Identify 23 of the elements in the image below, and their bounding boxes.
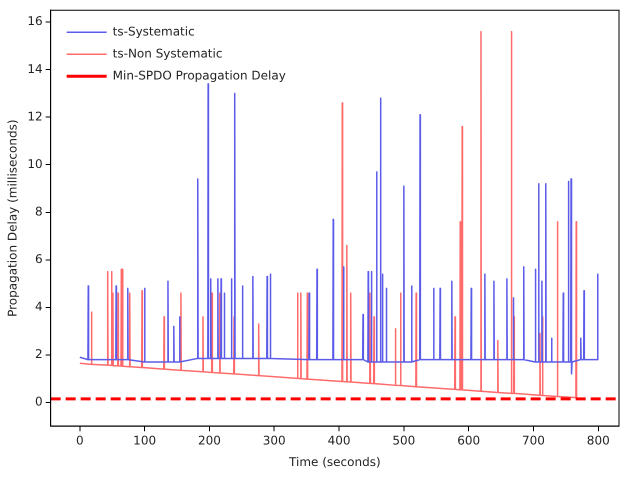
y-tick-label: 8 [35,204,43,218]
legend-label: Min-SPDO Propagation Delay [112,68,286,82]
x-axis-title: Time (seconds) [288,454,381,469]
x-tick-label: 800 [586,434,610,448]
x-tick-label: 500 [392,434,416,448]
y-tick-label: 16 [27,14,43,28]
y-tick-label: 6 [35,252,43,266]
x-tick-label: 300 [262,434,286,448]
y-tick-label: 10 [27,156,43,171]
x-tick-label: 600 [457,434,480,448]
y-tick-label: 12 [27,109,43,124]
y-tick-label: 0 [35,394,43,409]
x-tick-label: 0 [76,434,84,448]
x-tick-label: 400 [328,434,350,448]
x-tick-label: 200 [198,434,221,448]
legend-label: ts-Non Systematic [112,46,222,60]
x-tick-label: 700 [522,434,545,448]
y-tick-label: 4 [35,299,43,314]
y-axis-title: Propagation Delay (milliseconds) [5,119,20,317]
y-tick-label: 2 [35,347,43,362]
x-tick-label: 100 [133,434,156,448]
legend-label: ts-Systematic [112,24,195,38]
y-tick-label: 14 [27,62,43,76]
